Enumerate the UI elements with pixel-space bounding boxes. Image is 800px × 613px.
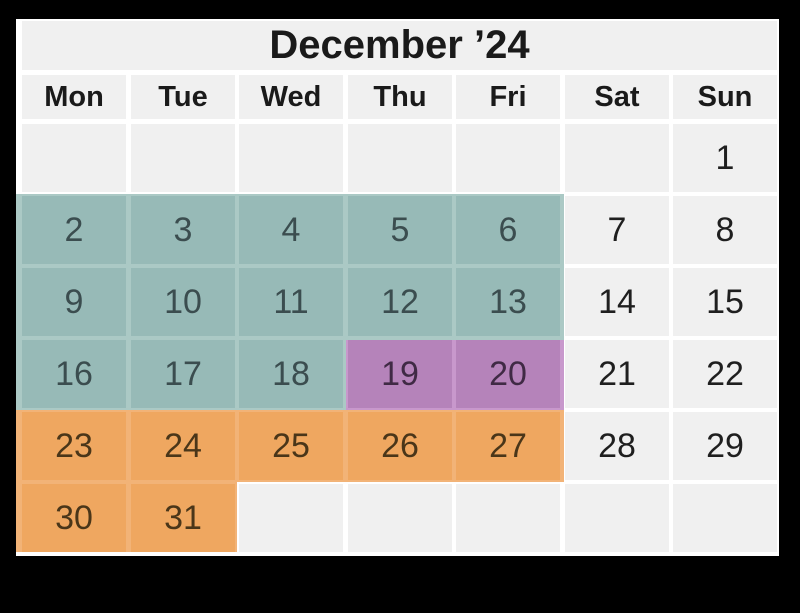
day-cell-21[interactable]: 21 [565,340,669,408]
day-number: 14 [598,282,636,321]
month-title-bar: December ’24 [22,21,777,70]
day-number: 21 [598,354,636,393]
day-number: 17 [164,354,202,393]
day-number: 10 [164,282,202,321]
empty-day-cell [22,124,126,192]
day-cell-26[interactable]: 26 [348,412,452,480]
day-number: 22 [706,354,744,393]
day-cell-10[interactable]: 10 [131,268,235,336]
day-header-sun: Sun [673,75,777,119]
day-cell-31[interactable]: 31 [131,484,235,552]
day-number: 7 [607,210,627,249]
empty-day-cell [239,124,343,192]
day-cell-4[interactable]: 4 [239,196,343,264]
day-number: 27 [489,426,527,465]
empty-day-cell [565,484,669,552]
day-cell-1[interactable]: 1 [673,124,777,192]
day-cell-20[interactable]: 20 [456,340,560,408]
day-number: 23 [55,426,93,465]
day-number: 11 [273,282,309,321]
day-number: 31 [164,498,202,537]
day-cell-5[interactable]: 5 [348,196,452,264]
day-cell-25[interactable]: 25 [239,412,343,480]
calendar: December ’24 Mon Tue Wed Thu Fri Sat Sun… [16,19,779,556]
day-number: 6 [498,210,518,249]
day-number: 28 [598,426,636,465]
day-cell-6[interactable]: 6 [456,196,560,264]
day-number: 15 [706,282,744,321]
empty-day-cell [456,124,560,192]
day-number: 3 [173,210,193,249]
day-cell-30[interactable]: 30 [22,484,126,552]
day-cell-24[interactable]: 24 [131,412,235,480]
day-cell-16[interactable]: 16 [22,340,126,408]
day-cell-9[interactable]: 9 [22,268,126,336]
day-cell-13[interactable]: 13 [456,268,560,336]
day-number: 8 [715,210,735,249]
day-number: 19 [381,354,419,393]
empty-day-cell [348,484,452,552]
day-number: 9 [64,282,84,321]
empty-day-cell [673,484,777,552]
day-header-tue: Tue [131,75,235,119]
day-cell-7[interactable]: 7 [565,196,669,264]
day-number: 30 [55,498,93,537]
day-cell-19[interactable]: 19 [348,340,452,408]
day-cell-22[interactable]: 22 [673,340,777,408]
day-cell-17[interactable]: 17 [131,340,235,408]
day-number: 1 [715,138,735,177]
empty-day-cell [348,124,452,192]
day-header-thu: Thu [348,75,452,119]
day-number: 4 [281,210,301,249]
day-cell-8[interactable]: 8 [673,196,777,264]
day-cell-14[interactable]: 14 [565,268,669,336]
day-number: 16 [55,354,93,393]
day-number: 12 [381,282,419,321]
day-cell-28[interactable]: 28 [565,412,669,480]
day-number: 20 [489,354,527,393]
empty-day-cell [565,124,669,192]
day-header-sat: Sat [565,75,669,119]
month-title: December ’24 [269,23,530,67]
day-number: 18 [272,354,310,393]
day-header-fri: Fri [456,75,560,119]
day-cell-27[interactable]: 27 [456,412,560,480]
empty-day-cell [239,484,343,552]
day-number: 24 [164,426,202,465]
day-cell-12[interactable]: 12 [348,268,452,336]
day-cell-11[interactable]: 11 [239,268,343,336]
empty-day-cell [131,124,235,192]
day-number: 2 [64,210,84,249]
day-header-mon: Mon [22,75,126,119]
day-cell-29[interactable]: 29 [673,412,777,480]
day-number: 26 [381,426,419,465]
day-number: 29 [706,426,744,465]
day-header-wed: Wed [239,75,343,119]
day-number: 25 [272,426,310,465]
day-cell-18[interactable]: 18 [239,340,343,408]
empty-day-cell [456,484,560,552]
day-cell-15[interactable]: 15 [673,268,777,336]
day-cell-2[interactable]: 2 [22,196,126,264]
day-cell-3[interactable]: 3 [131,196,235,264]
day-number: 13 [489,282,527,321]
day-number: 5 [390,210,410,249]
day-cell-23[interactable]: 23 [22,412,126,480]
